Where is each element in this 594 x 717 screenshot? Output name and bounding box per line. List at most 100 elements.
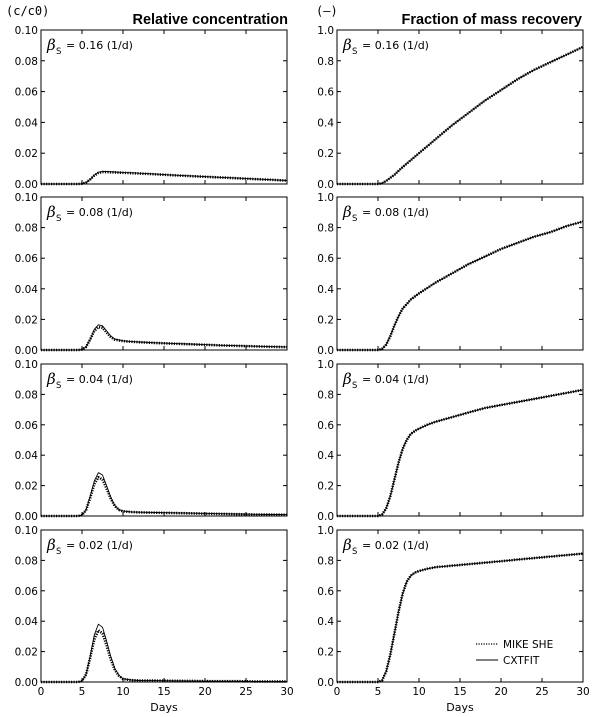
left-column-title: Relative concentration	[132, 12, 288, 28]
panel-left-1-frame	[40, 29, 288, 185]
panel-left-1-ytick-label: 0.10	[15, 25, 38, 37]
panel-right-4-ytick-label: 0.2	[317, 647, 334, 659]
panel-left-4-frame	[40, 529, 288, 683]
panel-right-1-ytick-label: 0.4	[317, 117, 334, 129]
panel-right-3-parameter-value: = 0.04 (1/d)	[362, 373, 429, 386]
panel-left-3-beta-subscript: S	[56, 381, 61, 391]
panel-right-1-cxtfit-line	[337, 46, 584, 185]
panel-left-3-ytick-label: 0.10	[15, 359, 38, 371]
panel-right-1-ytick-label: 1.0	[317, 25, 334, 37]
panel-right-2-cxtfit-line	[337, 221, 584, 351]
right-unit-label: (–)	[316, 4, 338, 18]
panel-left-2-parameter-value: = 0.08 (1/d)	[66, 206, 133, 219]
panel-right-4-xtick-label: 30	[576, 686, 589, 698]
panel-left-3: 0.00 0.02 0.04 0.06 0.08 0.10 β S = 0.04 (1/d)	[15, 359, 288, 523]
panel-left-2-frame	[40, 196, 288, 351]
panel-left-3-ytick-label: 0.04	[15, 450, 39, 462]
panel-right-1-beta-subscript: S	[352, 47, 357, 57]
panel-left-4: 0.00 0.02 0.04 0.06 0.08 0.10 0 5 10 15 20 25 30 β S = …	[15, 525, 294, 698]
panel-grid: 0.000.020.040.060.080.10β S = 0.16 (1/d)0.…	[15, 25, 590, 698]
panel-right-3: 0.0 0.2 0.4 0.6 0.8 1.0 β S = 0.04 (1/d)	[317, 359, 584, 523]
panel-left-3-ytick-label: 0.08	[15, 389, 38, 401]
panel-right-4-xtick-label: 25	[535, 686, 548, 698]
panel-right-2-ytick-label: 0.6	[317, 253, 334, 265]
panel-left-4-xtick-label: 30	[280, 686, 293, 698]
legend: MIKE SHE CXTFIT	[476, 639, 553, 667]
panel-right-4-beta-symbol: β	[342, 536, 352, 554]
panel-right-4-ytick-label: 0.4	[317, 616, 334, 628]
panel-left-1-ytick-label: 0.04	[15, 117, 39, 129]
panel-right-1-beta-symbol: β	[342, 36, 352, 54]
panel-right-4-ytick-label: 0.0	[317, 677, 334, 689]
legend-mike-she-label: MIKE SHE	[503, 639, 553, 651]
legend-cxtfit-label: CXTFIT	[503, 655, 540, 667]
panel-right-1-mike-she-line	[337, 45, 584, 186]
panel-right-4-frame	[336, 529, 584, 683]
panel-right-4-ytick-label: 1.0	[317, 525, 334, 537]
panel-left-4-xtick-label: 0	[38, 686, 45, 698]
panel-left-2-ytick-label: 0.04	[15, 284, 39, 296]
panel-right-2-ytick-label: 1.0	[317, 192, 334, 204]
panel-right-1-ytick-label: 0.8	[317, 56, 334, 68]
panel-right-4-parameter-value: = 0.02 (1/d)	[362, 539, 429, 552]
panel-left-4-ytick-label: 0.02	[15, 647, 38, 659]
panel-left-2-ytick-label: 0.06	[15, 253, 39, 265]
panel-left-3-mike-she-line	[41, 475, 288, 518]
panel-right-2-frame	[336, 196, 584, 351]
panel-right-4-mike-she-line	[337, 552, 584, 684]
panel-right-2-ytick-label: 0.8	[317, 223, 334, 235]
panel-right-3-ytick-label: 0.2	[317, 481, 334, 493]
right-column-title: Fraction of mass recovery	[401, 12, 582, 28]
panel-right-1-ytick-label: 0.6	[317, 87, 334, 99]
panel-left-3-ytick-label: 0.00	[15, 511, 38, 523]
panel-right-2-mike-she-line	[337, 220, 584, 352]
panel-right-3-ytick-label: 0.0	[317, 511, 334, 523]
panel-left-4-xtick-label: 25	[239, 686, 252, 698]
left-unit-label: (c/c0)	[6, 4, 49, 18]
panel-left-3-beta-symbol: β	[46, 370, 56, 388]
panel-right-3-beta-subscript: S	[352, 381, 357, 391]
panel-right-1-ytick-label: 0.2	[317, 148, 334, 160]
panel-left-4-xtick-label: 20	[198, 686, 211, 698]
panel-right-3-ytick-label: 1.0	[317, 359, 334, 371]
panel-right-4-cxtfit-line	[337, 553, 584, 683]
panel-left-4-beta-symbol: β	[46, 536, 56, 554]
panel-left-4-ytick-label: 0.06	[15, 586, 39, 598]
panel-right-4: 0.0 0.2 0.4 0.6 0.8 1.0 0 5 10 15 20 25 30 β S = 0.02 (…	[317, 525, 589, 698]
panel-right-2-beta-symbol: β	[342, 203, 352, 221]
panel-left-4-xtick-label: 5	[79, 686, 86, 698]
panel-left-3-cxtfit-line	[41, 472, 288, 517]
panel-left-4-cxtfit-line	[41, 623, 288, 683]
panel-right-3-beta-symbol: β	[342, 370, 352, 388]
panel-right-3-frame	[336, 363, 584, 517]
panel-right-4-ytick-label: 0.8	[317, 555, 334, 567]
panel-left-4-mike-she-line	[41, 628, 288, 684]
panel-left-2-ytick-label: 0.10	[15, 192, 38, 204]
left-x-axis-label: Days	[150, 701, 178, 714]
panel-left-2-ytick-label: 0.02	[15, 314, 38, 326]
panel-left-1-beta-subscript: S	[56, 47, 61, 57]
panel-right-1-ytick-label: 0.0	[317, 179, 334, 191]
panel-left-4-beta-subscript: S	[56, 547, 61, 557]
panel-left-4-xtick-label: 15	[157, 686, 170, 698]
panel-right-2-ytick-label: 0.0	[317, 345, 334, 357]
panel-right-4-xtick-label: 10	[412, 686, 425, 698]
panel-left-3-frame	[40, 363, 288, 517]
panel-left-2-ytick-label: 0.08	[15, 223, 38, 235]
panel-left-1-ytick-label: 0.08	[15, 56, 38, 68]
panel-left-4-xtick-label: 10	[116, 686, 129, 698]
panel-right-2-ytick-label: 0.2	[317, 314, 334, 326]
panel-left-1-beta-symbol: β	[46, 36, 56, 54]
panel-left-1: 0.00 0.02 0.04 0.06 0.08 0.10 β S = 0.16 (1/d)	[15, 25, 288, 191]
panel-right-2-beta-subscript: S	[352, 214, 357, 224]
panel-left-2-cxtfit-line	[41, 324, 288, 351]
panel-left-4-ytick-label: 0.08	[15, 555, 38, 567]
panel-left-2-beta-symbol: β	[46, 203, 56, 221]
panel-left-2-ytick-label: 0.00	[15, 345, 38, 357]
panel-right-4-xtick-label: 15	[453, 686, 466, 698]
panel-left-4-parameter-value: = 0.02 (1/d)	[66, 539, 133, 552]
panel-left-3-ytick-label: 0.02	[15, 481, 38, 493]
panel-right-3-ytick-label: 0.8	[317, 389, 334, 401]
panel-left-3-ytick-label: 0.06	[15, 420, 39, 432]
